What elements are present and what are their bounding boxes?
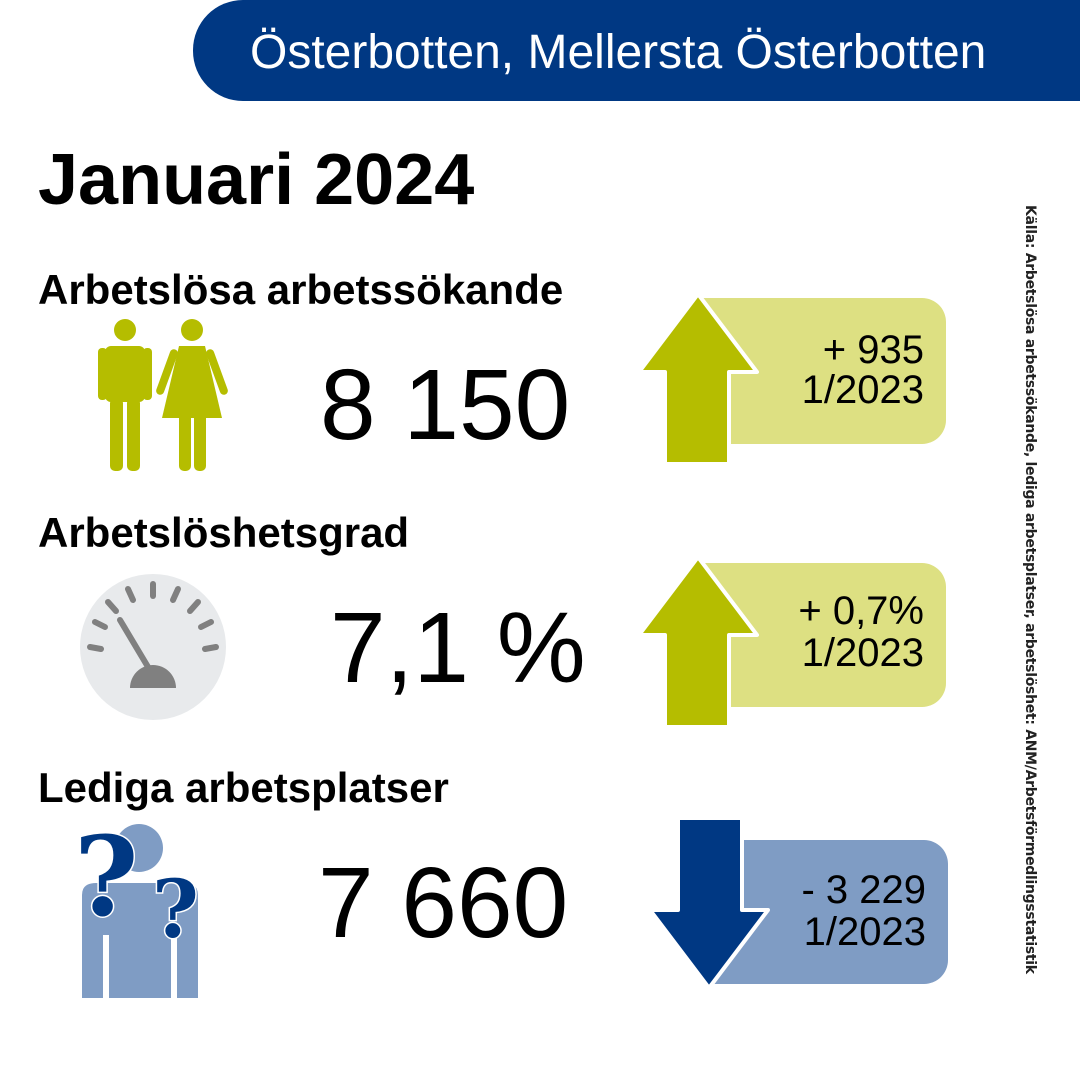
section-label-unemployed: Arbetslösa arbetssökande	[38, 266, 564, 313]
change-vacancies: - 3 229	[801, 868, 926, 912]
arrow-up-icon	[637, 292, 759, 466]
region-title: Österbotten, Mellersta Österbotten	[250, 26, 987, 79]
arrow-down-icon	[648, 816, 770, 990]
compare-unemployed: 1/2023	[801, 368, 924, 412]
arrow-up-icon	[637, 555, 759, 729]
compare-rate: 1/2023	[801, 631, 924, 675]
section-label-vacancies: Lediga arbetsplatser	[38, 764, 449, 811]
people-icon	[98, 319, 228, 471]
compare-vacancies: 1/2023	[803, 910, 926, 954]
region-banner	[193, 0, 1080, 101]
question-person-icon: ? ?	[73, 815, 200, 998]
svg-text:?: ?	[152, 862, 199, 956]
value-unemployed: 8 150	[320, 349, 571, 461]
gauge-icon	[80, 574, 226, 720]
value-vacancies: 7 660	[318, 847, 569, 959]
change-unemployed: + 935	[822, 328, 924, 372]
source-note: Källa: Arbetslösa arbetssökande, lediga …	[1022, 205, 1038, 974]
change-rate: + 0,7%	[798, 589, 924, 633]
svg-text:?: ?	[74, 815, 138, 941]
page-title: Januari 2024	[38, 140, 475, 220]
section-label-rate: Arbetslöshetsgrad	[38, 509, 410, 556]
value-rate: 7,1 %	[330, 592, 586, 704]
